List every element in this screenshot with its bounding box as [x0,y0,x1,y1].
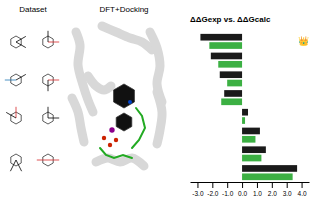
bar [242,136,255,143]
ligand-chain [132,108,145,148]
molecule-bond [48,118,59,119]
tick: 2.0 [268,182,277,197]
ligand-ring [114,84,135,108]
protein-ribbon [88,76,111,90]
bar [220,71,242,78]
tick: -3.0 [192,182,204,197]
molecule-bond [10,160,16,171]
bars [200,34,297,180]
tick: 0.0 [238,182,247,197]
molecule-bond [5,80,16,81]
bar [218,61,242,68]
tick: 1.0 [253,182,262,197]
bar [211,53,242,60]
molecule-bond [48,42,59,43]
bar [200,34,242,41]
atom [109,127,114,132]
bar [224,90,242,97]
atom [102,136,106,140]
annotation: 👑 [298,36,309,46]
bar [221,98,242,105]
molecule-bond [37,160,48,161]
atom [108,143,112,147]
protein-ribbon [72,98,84,142]
tick: -1.0 [222,182,234,197]
tick-label: 4.0 [298,190,307,197]
molecule-bond [6,112,16,118]
tick-mark [302,182,303,188]
tick-mark [257,182,258,188]
bar [242,146,266,153]
molecule-bond [16,107,17,118]
tick-label: -2.0 [207,190,219,197]
bar [242,109,248,116]
ligand-ring [116,113,132,131]
tick-label: 2.0 [268,190,277,197]
x-axis: -3.0-2.0-1.0 0.0 1.0 2.0 3.0 4.0 [191,182,310,197]
molecule-bond [16,74,26,80]
tick-label: 0.0 [238,190,247,197]
bar [242,165,297,172]
protein-ribbon [157,92,162,144]
molecule-bond [48,80,49,91]
tick-label: -3.0 [192,190,204,197]
ligand-chain [100,148,132,158]
tick-mark [287,182,288,188]
atom [128,100,132,104]
tick: 3.0 [283,182,292,197]
bar [242,128,260,135]
bar [227,80,242,87]
molecule-bond [16,160,22,171]
tick-label: 3.0 [283,190,292,197]
axis-line [191,182,310,183]
protein-ribbon [102,26,152,50]
molecule-bond [48,160,59,161]
atom [114,138,118,142]
tick: 4.0 [298,182,307,197]
tick-mark [242,182,243,188]
tick-mark [212,182,213,188]
tick-label: -1.0 [222,190,234,197]
bar [209,42,242,49]
protein-ribbon [76,32,93,112]
panel-title: Dataset [19,5,47,14]
molecule-bond [16,42,26,48]
chart: Dataset DFT+Docking ΔΔGexp vs. ΔΔGcalc -3.0… [0,0,315,200]
protein-ribbon [96,158,144,166]
tick-mark [197,182,198,188]
molecule-bond [48,31,49,42]
molecule-bond [48,107,49,118]
panel-title: DFT+Docking [99,5,148,14]
tick-label: 1.0 [253,190,262,197]
molecule-bond [16,36,26,42]
bar [242,117,245,124]
tick-mark [227,182,228,188]
bar [242,173,293,180]
illustration [5,26,162,171]
bar [242,155,261,162]
tick-mark [272,182,273,188]
tick: -2.0 [207,182,219,197]
molecule-bond [48,80,59,81]
chart-title: ΔΔGexp vs. ΔΔGcalc [190,15,271,24]
